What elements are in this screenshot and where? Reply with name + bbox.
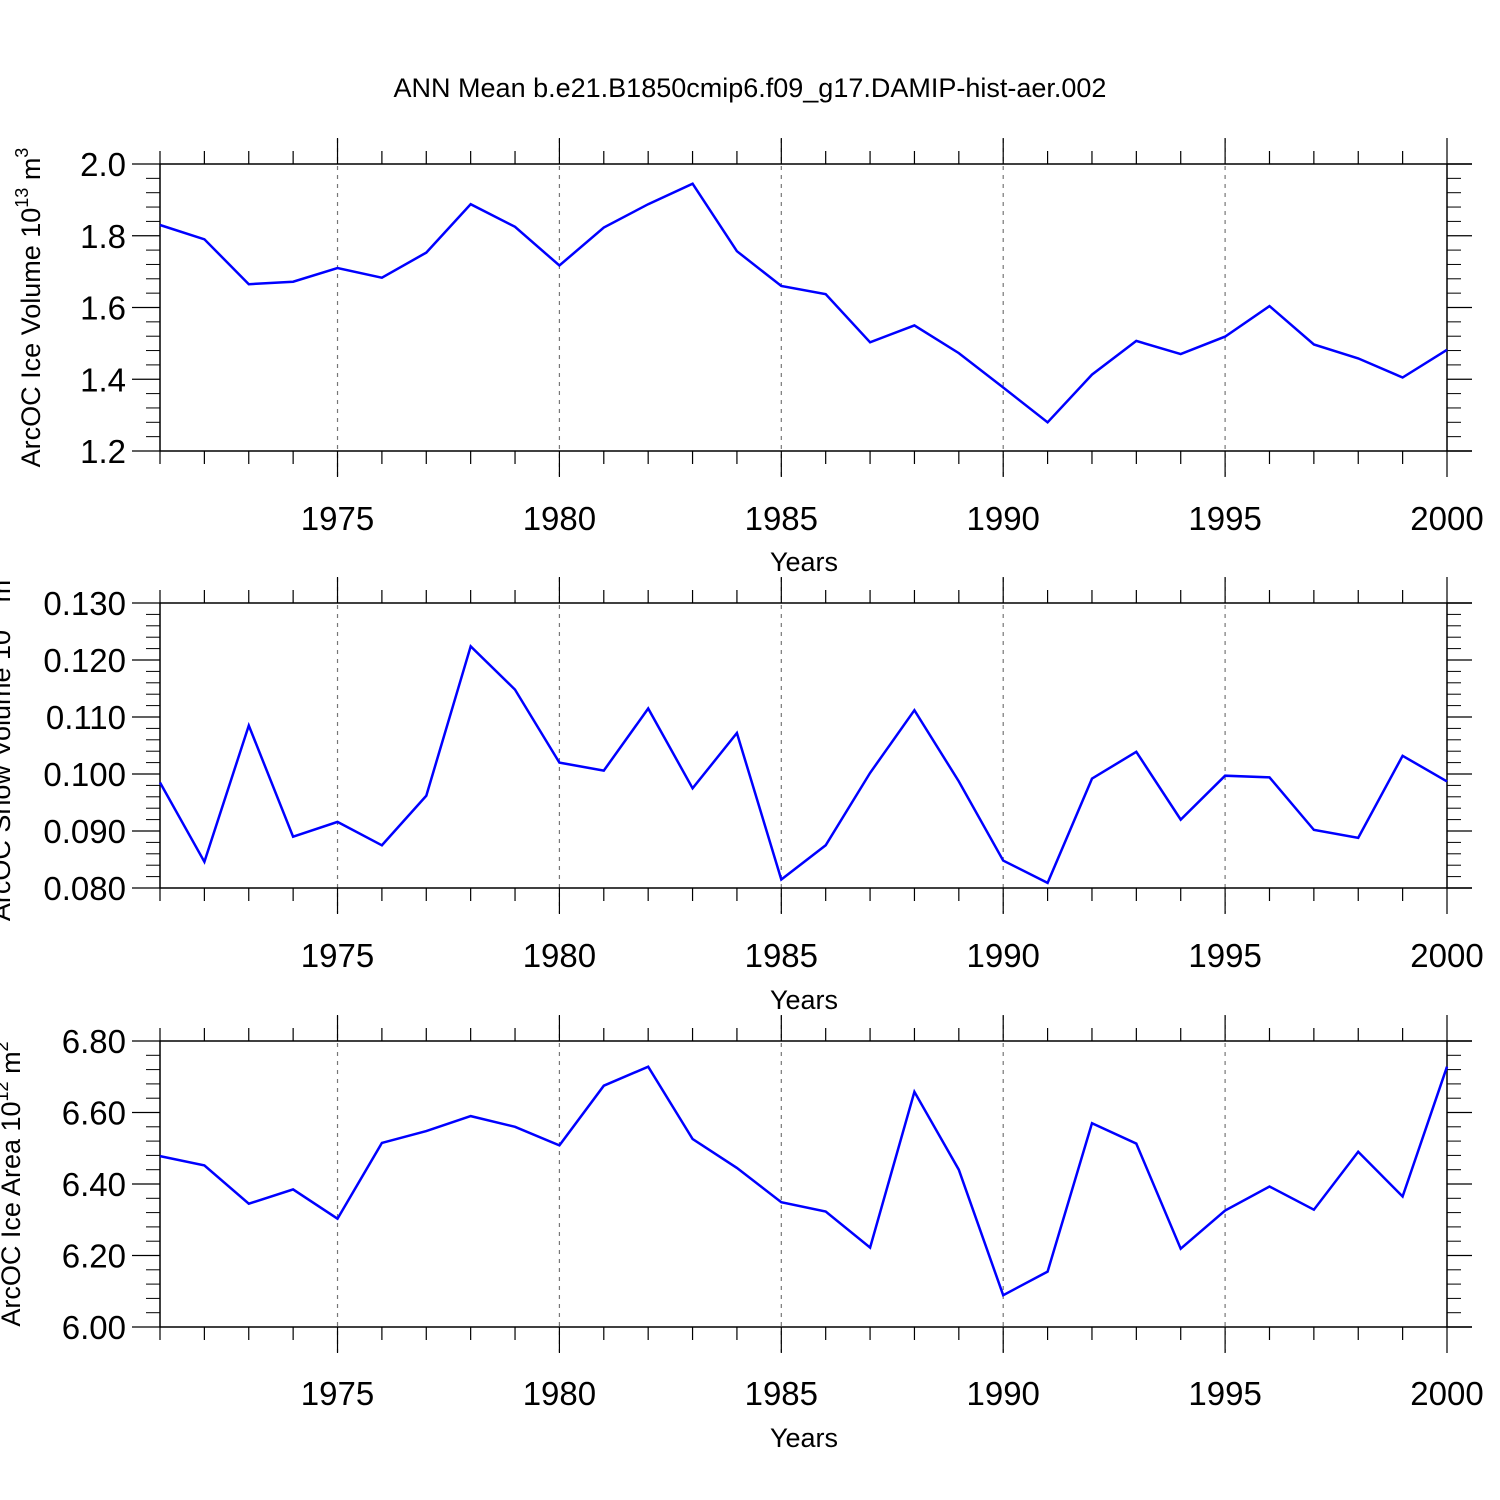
- snow-volume-xtick-label: 1990: [966, 937, 1039, 974]
- ice-volume-xtick-label: 1990: [966, 500, 1039, 537]
- snow-volume-xtick-label: 1980: [523, 937, 596, 974]
- ice-area-xtick-label: 1980: [523, 1375, 596, 1412]
- snow-volume-ytick-label: 0.100: [43, 756, 126, 793]
- ice-volume-ytick-label: 1.6: [80, 290, 126, 327]
- ice-area-ytick-label: 6.80: [62, 1023, 126, 1060]
- ice-volume-ytick-label: 2.0: [80, 146, 126, 183]
- ice-volume-x-axis-label: Years: [770, 547, 838, 577]
- ice-volume-y-axis-label: ArcOC Ice Volume 1013 m3: [12, 148, 46, 468]
- ice-area-ytick-label: 6.60: [62, 1095, 126, 1132]
- panel-ice-volume: 1.2 1.4 1.6 1.8 2.0 1975 1980 1985 1990 1995 2000 Y…: [12, 138, 1484, 577]
- ice-volume-series-line: [159, 182, 1448, 424]
- ice-area-xtick-label: 1985: [745, 1375, 818, 1412]
- ice-area-xtick-label: 1995: [1188, 1375, 1261, 1412]
- ice-volume-plot-area: 1.2 1.4 1.6 1.8 2.0 1975 1980 1985 1990 1995 2000 Y…: [12, 138, 1484, 577]
- snow-volume-xtick-label: 2000: [1410, 937, 1483, 974]
- snow-volume-ytick-label: 0.110: [46, 699, 126, 736]
- snow-volume-ytick-label: 0.120: [43, 642, 126, 679]
- ice-area-xtick-label: 2000: [1410, 1375, 1483, 1412]
- ice-volume-xtick-label: 1995: [1188, 500, 1261, 537]
- snow-volume-series-line: [158, 643, 1448, 885]
- snow-volume-x-axis-label: Years: [770, 985, 838, 1015]
- ice-volume-ytick-label: 1.4: [80, 361, 126, 398]
- figure-title: ANN Mean b.e21.B1850cmip6.f09_g17.DAMIP-…: [394, 73, 1107, 103]
- ice-volume-xtick-label: 1975: [301, 500, 374, 537]
- ice-volume-xtick-label: 2000: [1410, 500, 1483, 537]
- snow-volume-y-axis-label: ArcOC Snow Volume 1013 m3: [0, 570, 16, 921]
- ice-volume-ytick-label: 1.2: [80, 433, 126, 470]
- ice-area-plot-area: 6.00 6.20 6.40 6.60 6.80 1975 1980 1985 1990 1995…: [0, 1015, 1484, 1453]
- snow-volume-ytick-label: 0.090: [43, 813, 126, 850]
- snow-volume-xtick-label: 1995: [1188, 937, 1261, 974]
- snow-volume-ytick-label: 0.130: [43, 585, 126, 622]
- ice-volume-xtick-label: 1985: [745, 500, 818, 537]
- ice-area-x-axis-label: Years: [770, 1423, 838, 1453]
- panel-ice-area: 6.00 6.20 6.40 6.60 6.80 1975 1980 1985 1990 1995…: [0, 1015, 1484, 1453]
- ice-area-ytick-label: 6.00: [62, 1309, 126, 1346]
- snow-volume-xtick-label: 1985: [745, 937, 818, 974]
- ice-volume-xtick-label: 1980: [523, 500, 596, 537]
- ice-area-ytick-label: 6.20: [62, 1238, 126, 1275]
- snow-volume-ytick-label: 0.080: [43, 870, 126, 907]
- snow-volume-plot-area: 0.080 0.090 0.100 0.110 0.120 0.130 1975 1980 19…: [0, 570, 1484, 1015]
- snow-volume-xtick-label: 1975: [301, 937, 374, 974]
- ice-area-y-axis-label: ArcOC Ice Area 1012 m2: [0, 1041, 26, 1326]
- ice-area-xtick-label: 1990: [966, 1375, 1039, 1412]
- panel-snow-volume: 0.080 0.090 0.100 0.110 0.120 0.130 1975 1980 19…: [0, 570, 1484, 1015]
- ice-area-series-line: [159, 1065, 1449, 1297]
- ice-area-xtick-label: 1975: [301, 1375, 374, 1412]
- ice-area-ytick-label: 6.40: [62, 1166, 126, 1203]
- ice-volume-ytick-label: 1.8: [80, 218, 126, 255]
